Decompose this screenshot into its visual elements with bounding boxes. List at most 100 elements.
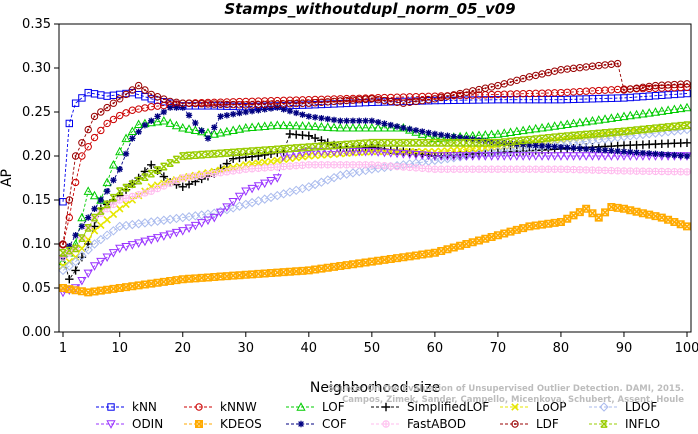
data-point	[493, 129, 503, 138]
data-point	[632, 207, 641, 216]
data-point	[83, 186, 93, 195]
data-point	[360, 122, 371, 132]
data-point	[89, 239, 100, 249]
data-point	[638, 209, 647, 218]
data-point	[468, 145, 477, 153]
data-point-dot	[597, 64, 600, 67]
data-point	[310, 121, 320, 131]
data-point-dot	[616, 62, 619, 65]
data-point	[166, 179, 174, 187]
data-point	[354, 166, 364, 177]
legend-marker	[195, 420, 203, 428]
data-point	[437, 247, 446, 256]
data-point-dot	[244, 103, 247, 106]
data-point-dot	[509, 81, 512, 84]
data-point	[229, 111, 237, 118]
data-point	[305, 113, 313, 120]
data-point-dot	[383, 99, 386, 102]
data-point	[103, 119, 111, 128]
data-point-dot	[225, 103, 228, 106]
data-point	[425, 129, 432, 136]
data-point	[272, 120, 282, 129]
data-point-dot	[206, 102, 209, 105]
data-point	[519, 165, 527, 173]
data-point	[576, 131, 584, 139]
data-point	[374, 161, 382, 169]
data-point	[316, 147, 327, 157]
data-point	[569, 165, 578, 174]
data-point	[191, 151, 200, 160]
data-point	[361, 139, 370, 148]
data-point	[380, 162, 389, 170]
data-point-dot	[452, 93, 455, 96]
data-point	[147, 187, 155, 195]
legend-item-kdeos: KDEOS	[184, 417, 262, 431]
data-point	[59, 248, 67, 257]
data-point	[336, 141, 345, 149]
data-point	[450, 133, 457, 140]
data-point	[247, 122, 257, 132]
data-point	[569, 211, 578, 220]
data-point	[178, 275, 187, 284]
data-point	[418, 164, 426, 172]
data-point	[286, 144, 294, 153]
x-tick-label: 100	[675, 341, 698, 356]
data-point-dot	[389, 100, 392, 103]
data-point-dot	[219, 103, 222, 106]
data-point-dot	[131, 89, 134, 91]
data-point	[65, 213, 74, 222]
data-point	[89, 262, 100, 271]
data-point	[651, 124, 660, 133]
data-point	[381, 120, 388, 127]
data-point	[165, 118, 175, 127]
data-point	[190, 125, 201, 135]
data-point-dot	[591, 65, 594, 68]
data-point	[355, 139, 363, 148]
data-point	[286, 162, 294, 170]
legend-marker	[381, 402, 391, 412]
data-point	[96, 257, 106, 267]
data-point	[443, 165, 452, 173]
data-point	[487, 138, 496, 147]
data-point	[184, 224, 194, 234]
data-point	[461, 152, 472, 161]
data-point	[91, 205, 98, 212]
data-point	[266, 120, 276, 130]
data-point	[172, 155, 181, 164]
data-point	[683, 152, 691, 160]
data-point	[613, 127, 622, 136]
data-point	[305, 161, 313, 169]
watermark-line-2: Campos, Zimek, Sander, Campello, Micenko…	[342, 395, 684, 405]
data-point	[443, 138, 452, 147]
data-point	[324, 141, 332, 150]
data-point	[412, 138, 420, 147]
data-point	[549, 152, 560, 161]
data-point	[658, 123, 666, 132]
data-point	[563, 214, 572, 223]
data-point	[607, 128, 616, 137]
data-point	[563, 165, 571, 173]
data-point	[147, 169, 155, 178]
data-point	[562, 152, 572, 161]
data-point	[298, 266, 307, 275]
data-point	[234, 192, 245, 202]
data-point	[103, 216, 111, 224]
data-point	[185, 112, 193, 119]
data-point	[405, 150, 415, 160]
data-point	[97, 126, 105, 135]
data-point-dot	[288, 102, 291, 105]
data-point	[632, 167, 641, 175]
data-point	[531, 152, 541, 161]
data-point	[273, 163, 282, 171]
data-point	[204, 170, 212, 179]
data-point	[152, 234, 163, 243]
data-point	[285, 120, 295, 130]
data-point	[494, 165, 502, 173]
data-point	[462, 138, 471, 147]
data-point-dot	[74, 155, 77, 157]
data-point	[543, 152, 553, 161]
data-point	[564, 144, 571, 151]
watermark-line-1: Source: On the Evaluation of Unsupervise…	[328, 384, 684, 394]
data-point	[600, 114, 610, 123]
data-point	[58, 288, 68, 298]
